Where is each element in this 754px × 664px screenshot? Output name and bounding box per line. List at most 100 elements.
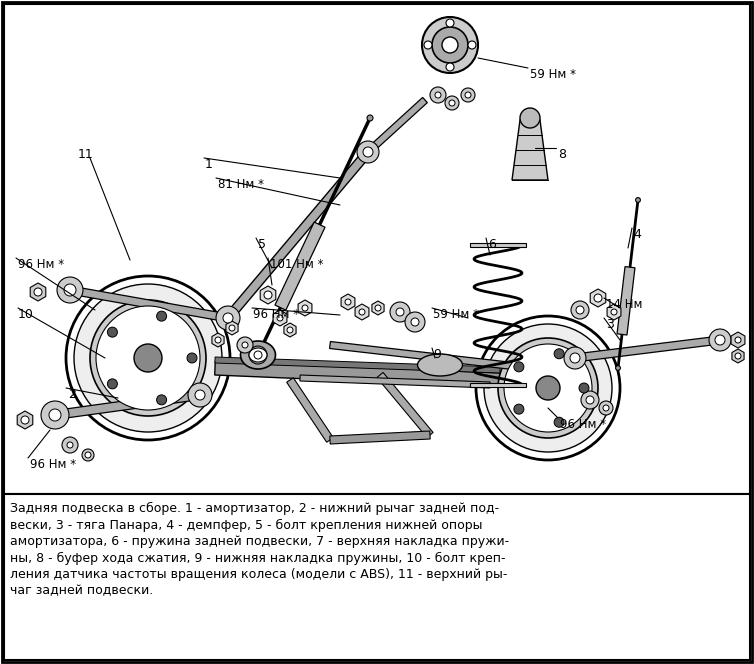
Polygon shape	[355, 304, 369, 320]
Circle shape	[514, 362, 524, 372]
Polygon shape	[212, 333, 224, 347]
Circle shape	[422, 17, 478, 73]
Circle shape	[62, 437, 78, 453]
Circle shape	[229, 325, 235, 331]
Circle shape	[157, 311, 167, 321]
Circle shape	[249, 346, 267, 364]
Circle shape	[442, 37, 458, 53]
Circle shape	[735, 353, 741, 359]
Circle shape	[188, 383, 212, 407]
Text: ления датчика частоты вращения колеса (модели с ABS), 11 - верхний ры-: ления датчика частоты вращения колеса (м…	[10, 568, 507, 581]
Circle shape	[90, 300, 206, 416]
Text: 6: 6	[488, 238, 496, 251]
Circle shape	[215, 337, 221, 343]
Circle shape	[107, 327, 118, 337]
Circle shape	[223, 313, 233, 323]
Circle shape	[581, 391, 599, 409]
Circle shape	[34, 288, 42, 296]
Circle shape	[82, 449, 94, 461]
Text: 3: 3	[606, 318, 614, 331]
Circle shape	[570, 353, 580, 363]
Circle shape	[277, 315, 283, 321]
Polygon shape	[575, 336, 721, 362]
Polygon shape	[341, 294, 355, 310]
Polygon shape	[273, 310, 287, 326]
Circle shape	[446, 63, 454, 71]
Circle shape	[571, 301, 589, 319]
Circle shape	[49, 409, 61, 421]
Circle shape	[287, 327, 293, 333]
Text: 11: 11	[78, 148, 93, 161]
Circle shape	[615, 366, 621, 371]
Text: 4: 4	[633, 228, 641, 241]
Circle shape	[449, 100, 455, 106]
Text: чаг задней подвески.: чаг задней подвески.	[10, 584, 153, 598]
Text: 81 Нм *: 81 Нм *	[218, 178, 264, 191]
Circle shape	[357, 141, 379, 163]
Text: 9: 9	[433, 348, 441, 361]
Circle shape	[254, 351, 262, 359]
Circle shape	[57, 277, 83, 303]
Circle shape	[461, 88, 475, 102]
Circle shape	[579, 383, 589, 393]
Text: 8: 8	[558, 148, 566, 161]
Polygon shape	[377, 373, 433, 438]
Circle shape	[735, 337, 741, 343]
Polygon shape	[512, 120, 548, 180]
Circle shape	[484, 324, 612, 452]
Text: 14 Нм: 14 Нм	[606, 298, 642, 311]
Text: 96 Нм *: 96 Нм *	[18, 258, 64, 271]
Circle shape	[586, 396, 594, 404]
Circle shape	[432, 27, 468, 63]
Circle shape	[498, 338, 598, 438]
Text: 96 Нм *: 96 Нм *	[30, 458, 76, 471]
Bar	[4, 4, 750, 494]
Circle shape	[520, 108, 540, 128]
Circle shape	[430, 87, 446, 103]
Polygon shape	[226, 321, 238, 335]
Polygon shape	[225, 149, 372, 321]
Circle shape	[96, 306, 200, 410]
Circle shape	[599, 401, 613, 415]
Circle shape	[445, 96, 459, 110]
Circle shape	[554, 349, 564, 359]
Ellipse shape	[249, 348, 267, 362]
Circle shape	[514, 404, 524, 414]
Polygon shape	[54, 390, 201, 420]
Polygon shape	[300, 375, 490, 388]
Circle shape	[424, 41, 432, 49]
Polygon shape	[284, 323, 296, 337]
Circle shape	[157, 395, 167, 405]
Text: 1: 1	[205, 158, 213, 171]
Circle shape	[134, 344, 162, 372]
Text: вески, 3 - тяга Панара, 4 - демпфер, 5 - болт крепления нижней опоры: вески, 3 - тяга Панара, 4 - демпфер, 5 -…	[10, 519, 483, 532]
Polygon shape	[17, 411, 32, 429]
Circle shape	[636, 198, 640, 203]
Circle shape	[67, 442, 73, 448]
Text: 96 Нм *: 96 Нм *	[560, 418, 606, 431]
Ellipse shape	[418, 354, 462, 376]
Circle shape	[465, 92, 471, 98]
Polygon shape	[329, 431, 431, 444]
Circle shape	[446, 19, 454, 27]
Polygon shape	[470, 243, 526, 247]
Polygon shape	[732, 349, 744, 363]
Circle shape	[611, 309, 617, 315]
Polygon shape	[69, 286, 228, 322]
Circle shape	[367, 115, 373, 121]
Circle shape	[359, 309, 365, 315]
Circle shape	[187, 353, 197, 363]
Polygon shape	[607, 304, 621, 320]
Polygon shape	[329, 341, 530, 371]
Ellipse shape	[241, 341, 275, 369]
Text: 59 Нм *: 59 Нм *	[433, 308, 479, 321]
Circle shape	[576, 306, 584, 314]
Polygon shape	[366, 98, 428, 155]
Polygon shape	[617, 267, 635, 335]
Text: Задняя подвеска в сборе. 1 - амортизатор, 2 - нижний рычаг задней под-: Задняя подвеска в сборе. 1 - амортизатор…	[10, 502, 499, 515]
Text: ны, 8 - буфер хода сжатия, 9 - нижняя накладка пружины, 10 - болт креп-: ны, 8 - буфер хода сжатия, 9 - нижняя на…	[10, 552, 505, 564]
Circle shape	[107, 379, 118, 389]
Circle shape	[564, 347, 586, 369]
Polygon shape	[30, 283, 46, 301]
Circle shape	[396, 308, 404, 316]
